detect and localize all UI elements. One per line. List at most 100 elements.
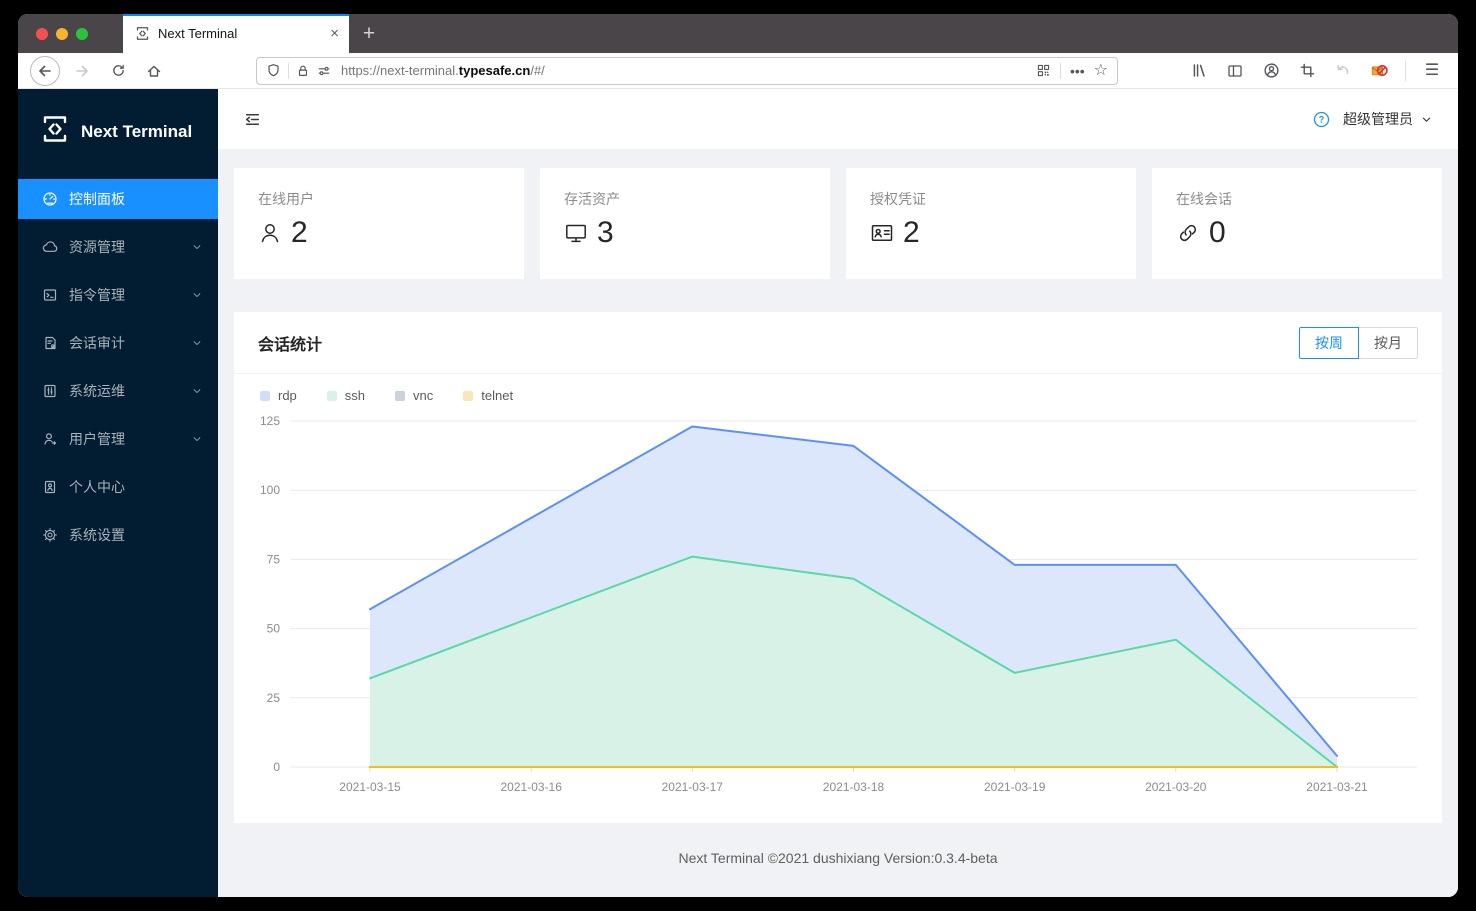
tab-bar: Next Terminal × +: [18, 14, 1458, 53]
toolbar-right-buttons: ☰: [1189, 60, 1446, 81]
chevron-down-icon: [192, 242, 202, 252]
sidebar-item-resources[interactable]: 资源管理: [18, 227, 218, 267]
legend-swatch: [463, 390, 474, 401]
sidebar-item-dashboard[interactable]: 控制面板: [18, 179, 218, 219]
svg-text:0: 0: [273, 760, 280, 774]
home-button[interactable]: [140, 57, 168, 85]
divider: [1059, 62, 1061, 79]
reload-button[interactable]: [104, 57, 132, 85]
toggle-week-button[interactable]: 按周: [1299, 326, 1359, 359]
chevron-down-icon: [1421, 114, 1432, 125]
sidebar-item-commands[interactable]: 指令管理: [18, 275, 218, 315]
forward-button[interactable]: [68, 57, 96, 85]
stat-label: 存活资产: [564, 191, 620, 207]
session-chart-card: 会话统计 按周 按月 rdp ssh vnc telnet 0 25 50 75 100 125 2…: [234, 312, 1442, 823]
user-name: 超级管理员: [1343, 111, 1413, 127]
star-icon[interactable]: ☆: [1093, 61, 1108, 79]
library-icon[interactable]: [1189, 62, 1209, 79]
stat-cards: 在线用户 2 存活资产 3 授权凭证 2 在线会话 0: [234, 168, 1442, 279]
cloud-icon: [42, 239, 58, 255]
shield-icon[interactable]: [266, 63, 281, 78]
tab-close-icon[interactable]: ×: [330, 25, 339, 42]
sidebar-item-label: 资源管理: [69, 239, 125, 255]
svg-text:2021-03-20: 2021-03-20: [1145, 780, 1207, 794]
sidebar-item-label: 系统设置: [69, 527, 125, 543]
question-circle-icon[interactable]: ?: [1313, 111, 1330, 128]
sidebar-item-audit[interactable]: 会话审计: [18, 323, 218, 363]
stat-value: 2: [903, 216, 920, 249]
page-content: 在线用户 2 存活资产 3 授权凭证 2 在线会话 0 会话统计 按周 按月 rdp ssh vnc…: [218, 150, 1458, 897]
qr-code-icon[interactable]: [1036, 63, 1051, 78]
stat-label: 在线用户: [258, 191, 314, 207]
toggle-month-button[interactable]: 按月: [1358, 326, 1418, 359]
svg-text:25: 25: [267, 691, 281, 705]
stat-card-online-users: 在线用户 2: [234, 168, 524, 279]
sidebar-item-label: 会话审计: [69, 335, 125, 351]
svg-text:?: ?: [1319, 114, 1325, 124]
svg-text:75: 75: [267, 552, 281, 566]
divider: [1405, 60, 1406, 81]
back-button[interactable]: [30, 55, 60, 86]
legend-item-telnet[interactable]: telnet: [463, 388, 513, 403]
legend-item-vnc[interactable]: vnc: [395, 388, 433, 403]
link-icon: [1176, 221, 1200, 245]
main-area: ? 超级管理员 在线用户 2 存活资产 3 授权凭证 2 在线会话 0 会话统计 按周 按月 r…: [218, 89, 1458, 897]
screenshot-icon[interactable]: [1297, 63, 1317, 78]
sidebar-item-ops[interactable]: 系统运维: [18, 371, 218, 411]
terminal-logo-icon: [40, 114, 70, 149]
undo-icon[interactable]: [1333, 63, 1353, 79]
chevron-down-icon: [192, 290, 202, 300]
divider: [288, 62, 289, 79]
account-icon[interactable]: [1261, 62, 1281, 79]
browser-window: Next Terminal × + https://next-terminal.…: [18, 14, 1458, 897]
app-logo[interactable]: Next Terminal: [18, 89, 218, 171]
app-header: ? 超级管理员: [218, 89, 1458, 150]
sidebar-toggle-icon[interactable]: [1225, 63, 1245, 79]
legend-swatch: [326, 390, 337, 401]
nav-buttons: [30, 55, 168, 86]
ops-icon: [42, 383, 58, 399]
mail-blocked-icon[interactable]: [1369, 62, 1389, 79]
url-bar[interactable]: https://next-terminal.typesafe.cn/#/ •••…: [256, 56, 1118, 85]
legend-item-rdp[interactable]: rdp: [260, 388, 297, 403]
new-tab-button[interactable]: +: [362, 21, 376, 45]
user-menu[interactable]: 超级管理员: [1343, 109, 1432, 129]
next-terminal-app: Next Terminal 控制面板资源管理指令管理会话审计系统运维用户管理个人…: [18, 89, 1458, 897]
monitor-icon: [564, 221, 588, 245]
stat-value: 2: [291, 216, 308, 249]
reload-icon: [111, 63, 126, 78]
minimize-window-button[interactable]: [56, 27, 68, 40]
menu-icon[interactable]: ☰: [1424, 61, 1440, 79]
svg-text:50: 50: [267, 622, 281, 636]
settings-icon: [42, 527, 58, 543]
dashboard-icon: [42, 191, 58, 207]
browser-tab[interactable]: Next Terminal ×: [123, 14, 349, 53]
window-controls: [18, 14, 102, 53]
permissions-icon[interactable]: [317, 64, 331, 78]
legend-item-ssh[interactable]: ssh: [326, 388, 365, 403]
svg-text:2021-03-21: 2021-03-21: [1306, 780, 1368, 794]
svg-text:125: 125: [260, 414, 280, 428]
maximize-window-button[interactable]: [76, 27, 88, 40]
browser-toolbar: https://next-terminal.typesafe.cn/#/ •••…: [18, 53, 1458, 89]
url-text[interactable]: https://next-terminal.typesafe.cn/#/: [341, 63, 545, 78]
app-footer: Next Terminal ©2021 dushixiang Version:0…: [678, 850, 998, 866]
svg-text:2021-03-15: 2021-03-15: [339, 780, 401, 794]
ellipsis-icon[interactable]: •••: [1069, 62, 1085, 79]
legend-label: rdp: [278, 388, 297, 403]
sidebar: Next Terminal 控制面板资源管理指令管理会话审计系统运维用户管理个人…: [18, 89, 218, 897]
lock-icon[interactable]: [296, 64, 310, 78]
close-window-button[interactable]: [36, 27, 48, 40]
sidebar-item-profile[interactable]: 个人中心: [18, 467, 218, 507]
legend-label: telnet: [481, 388, 514, 403]
site-identity: [266, 62, 331, 79]
menu-fold-icon[interactable]: [244, 111, 261, 128]
app-logo-text: Next Terminal: [81, 121, 193, 141]
stat-card-assets: 存活资产 3: [540, 168, 830, 279]
sidebar-item-settings[interactable]: 系统设置: [18, 515, 218, 555]
chart-title: 会话统计: [258, 336, 323, 354]
svg-text:100: 100: [260, 483, 280, 497]
legend-swatch: [395, 390, 406, 401]
sidebar-item-users[interactable]: 用户管理: [18, 419, 218, 459]
audit-icon: [42, 335, 58, 351]
